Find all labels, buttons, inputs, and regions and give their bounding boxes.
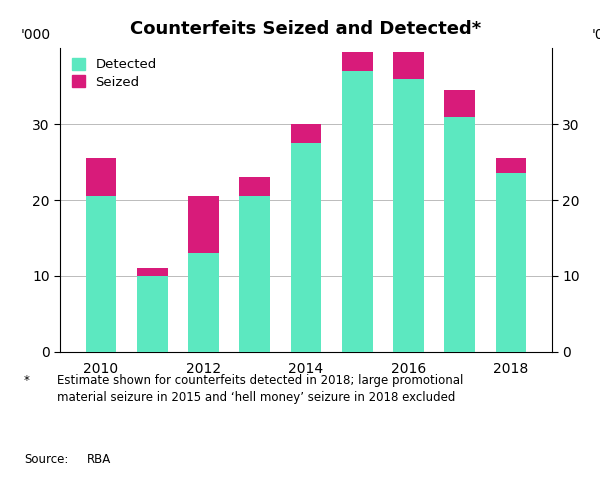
Bar xyxy=(496,174,526,352)
Text: *: * xyxy=(24,374,30,387)
Bar xyxy=(86,158,116,196)
Bar xyxy=(239,196,270,352)
Text: RBA: RBA xyxy=(87,453,111,466)
Text: Source:: Source: xyxy=(24,453,68,466)
Text: Estimate shown for counterfeits detected in 2018; large promotional
material sei: Estimate shown for counterfeits detected… xyxy=(57,374,463,403)
Text: '000: '000 xyxy=(20,28,51,42)
Title: Counterfeits Seized and Detected*: Counterfeits Seized and Detected* xyxy=(130,20,482,38)
Bar xyxy=(290,124,322,143)
Bar xyxy=(188,253,219,352)
Bar xyxy=(137,268,167,276)
Bar xyxy=(445,117,475,352)
Bar xyxy=(342,52,373,71)
Legend: Detected, Seized: Detected, Seized xyxy=(71,58,157,89)
Bar xyxy=(86,196,116,352)
Bar xyxy=(239,177,270,196)
Bar xyxy=(393,79,424,352)
Bar xyxy=(290,143,322,352)
Bar xyxy=(393,52,424,79)
Bar xyxy=(445,90,475,117)
Bar xyxy=(342,71,373,352)
Bar xyxy=(188,196,219,253)
Bar xyxy=(137,276,167,352)
Text: '000: '000 xyxy=(592,28,600,42)
Bar xyxy=(496,158,526,174)
